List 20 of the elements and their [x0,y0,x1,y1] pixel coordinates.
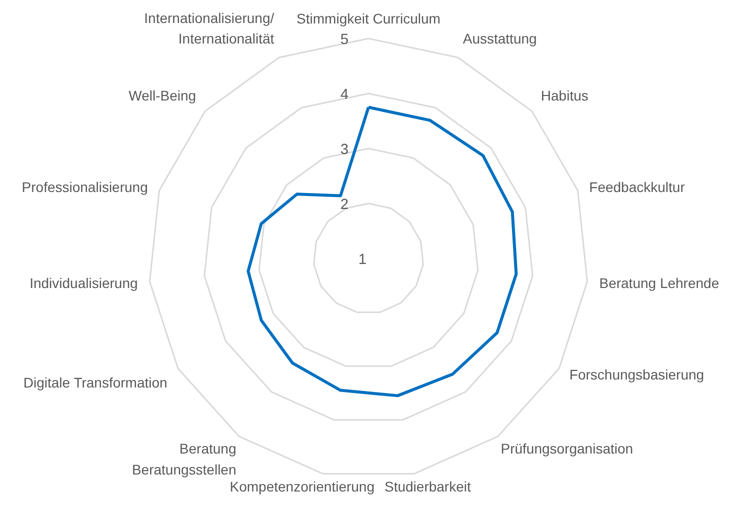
y-tick-label: 5 [340,32,349,48]
spoke-label: Feedbackkultur [589,178,686,195]
spoke-label: Prüfungsorganisation [500,440,634,457]
y-tick-label: 1 [358,252,367,268]
spoke-label: Ausstattung [462,30,537,47]
spoke-label: Beratung Lehrende [599,274,720,291]
spoke-label: Forschungsbasierung [569,366,704,382]
spoke-label: Kompetenzorientierung [230,478,375,495]
spoke-label: Habitus [540,87,588,104]
spoke-label: Well-Being [128,87,196,104]
spoke-label: Professionalisierung [22,178,148,195]
spoke-label: Internationalisierung/ Internationalität [144,10,274,47]
spoke-label: Beratung Beratungsstellen [132,440,236,478]
spoke-label: Individualisierung [30,274,138,291]
spoke-label: Studierbarkeit [384,478,471,495]
y-tick-label: 2 [340,197,349,213]
y-tick-label: 3 [340,142,349,158]
y-tick-label: 4 [340,87,349,103]
spoke-label: Stimmigkeit Curriculum [296,10,440,26]
spoke-label: Digitale Transformation [23,374,168,390]
